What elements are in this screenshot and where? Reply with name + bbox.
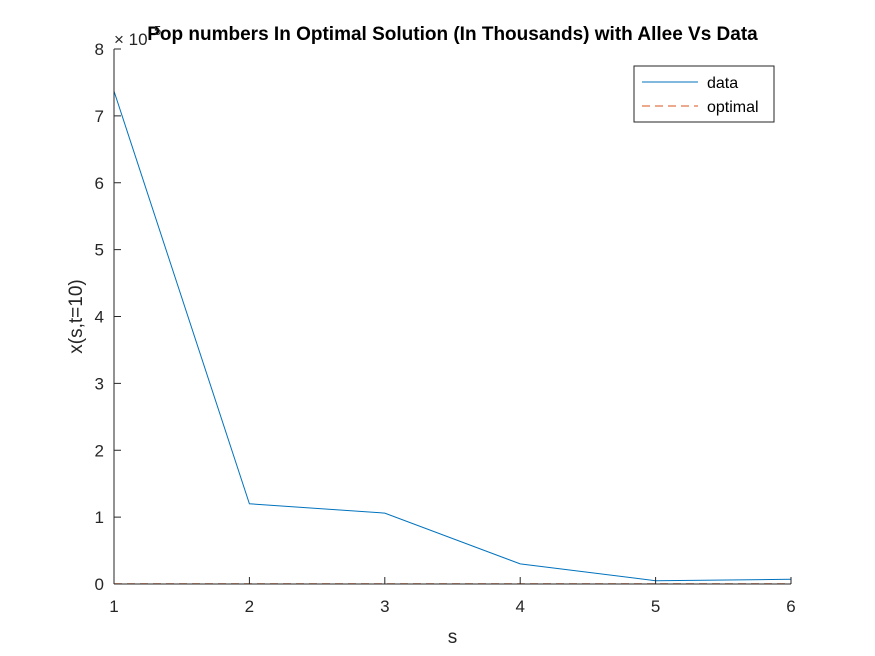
x-tick-label: 3 bbox=[380, 597, 389, 616]
series-line-data bbox=[113, 90, 792, 582]
y-tick-label: 5 bbox=[95, 241, 104, 260]
y-tick-label: 0 bbox=[95, 575, 104, 594]
legend: data optimal bbox=[633, 65, 775, 123]
legend-label-optimal: optimal bbox=[707, 99, 759, 116]
y-tick-label: 7 bbox=[95, 107, 104, 126]
x-tick-label: 5 bbox=[651, 597, 660, 616]
legend-box bbox=[633, 65, 775, 123]
x-tick-label: 6 bbox=[786, 597, 795, 616]
x-tick-label: 2 bbox=[245, 597, 254, 616]
y-exponent-power: 5 bbox=[154, 23, 161, 38]
x-tick-label: 1 bbox=[109, 597, 118, 616]
y-tick-label: 3 bbox=[95, 374, 104, 393]
chart-title: Pop numbers In Optimal Solution (In Thou… bbox=[147, 24, 758, 45]
legend-label-data: data bbox=[707, 75, 738, 92]
x-axis-label: s bbox=[448, 627, 458, 648]
plot-area bbox=[114, 49, 791, 584]
y-tick-label: 8 bbox=[95, 40, 104, 59]
y-tick-label: 1 bbox=[95, 508, 104, 527]
y-tick-label: 2 bbox=[95, 441, 104, 460]
x-tick-label: 4 bbox=[515, 597, 524, 616]
y-tick-label: 4 bbox=[95, 308, 104, 327]
y-tick-label: 6 bbox=[95, 174, 104, 193]
y-exponent-label: × 10 bbox=[114, 30, 148, 49]
y-axis-label: x(s,t=10) bbox=[66, 279, 87, 353]
